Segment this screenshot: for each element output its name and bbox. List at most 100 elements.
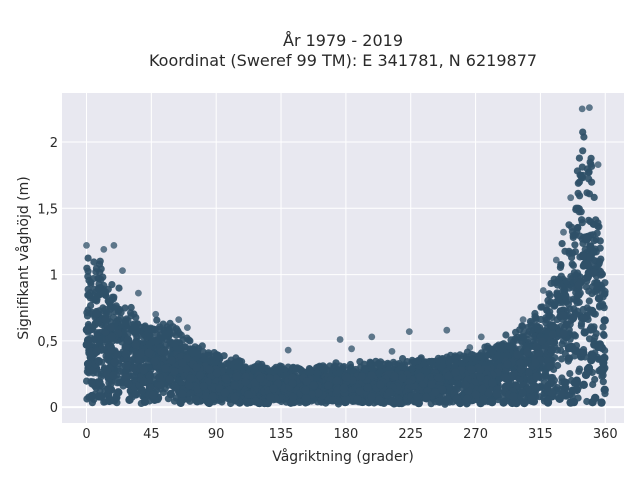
scatter-point <box>152 310 160 318</box>
scatter-point <box>140 397 150 406</box>
scatter-point <box>579 147 587 155</box>
scatter-point <box>478 384 487 394</box>
scatter-point <box>594 294 604 303</box>
scatter-point <box>112 350 122 359</box>
y-tick-label: 1,5 <box>37 202 58 217</box>
scatter-point <box>478 353 486 361</box>
scatter-point <box>208 356 216 364</box>
scatter-point <box>181 364 191 374</box>
scatter-point <box>547 279 555 287</box>
scatter-point <box>360 360 368 368</box>
scatter-point <box>405 328 413 335</box>
scatter-point <box>191 395 201 405</box>
scatter-point <box>159 320 167 328</box>
scatter-point <box>578 251 587 261</box>
scatter-point <box>523 347 532 357</box>
scatter-point <box>557 346 565 355</box>
scatter-point <box>488 378 497 388</box>
scatter-point <box>573 167 582 175</box>
scatter-point <box>238 358 246 366</box>
scatter-point <box>545 290 553 298</box>
scatter-point <box>507 336 515 344</box>
scatter-point <box>557 261 565 269</box>
scatter-point <box>302 377 312 386</box>
scatter-point <box>594 342 603 352</box>
scatter-point <box>127 312 135 320</box>
scatter-point <box>123 335 133 345</box>
scatter-point <box>137 386 147 395</box>
scatter-point <box>387 396 397 406</box>
scatter-point <box>585 216 593 224</box>
scatter-point <box>130 320 138 328</box>
scatter-point <box>205 365 214 374</box>
scatter-point <box>394 398 404 408</box>
scatter-point <box>560 228 567 236</box>
scatter-point <box>143 333 151 341</box>
scatter-point <box>500 373 510 382</box>
scatter-point <box>553 316 561 324</box>
scatter-point <box>339 383 349 393</box>
scatter-point <box>232 372 241 382</box>
scatter-point <box>139 365 148 375</box>
scatter-point <box>110 396 119 405</box>
scatter-point <box>375 369 383 377</box>
scatter-point <box>416 372 425 382</box>
scatter-point <box>567 194 575 202</box>
scatter-point <box>159 333 167 341</box>
x-tick-label: 315 <box>528 427 553 442</box>
scatter-point <box>113 365 121 373</box>
scatter-point <box>301 386 310 395</box>
scatter-point <box>398 373 407 383</box>
scatter-point <box>145 383 155 392</box>
scatter-point <box>566 398 575 407</box>
scatter-point <box>83 264 91 272</box>
scatter-point <box>94 274 102 282</box>
scatter-point <box>565 221 573 229</box>
scatter-point <box>588 162 596 170</box>
scatter-points <box>82 104 609 408</box>
scatter-point <box>84 254 92 262</box>
scatter-point <box>131 340 140 349</box>
scatter-point <box>593 279 601 287</box>
scatter-point <box>201 392 211 401</box>
scatter-point <box>471 390 481 399</box>
scatter-point <box>111 308 119 316</box>
scatter-point <box>82 340 92 349</box>
scatter-point <box>306 365 314 373</box>
scatter-point <box>577 322 585 330</box>
scatter-point <box>220 352 228 360</box>
scatter-point <box>570 378 580 388</box>
scatter-point <box>236 363 244 371</box>
scatter-point <box>292 364 300 372</box>
scatter-point <box>537 337 546 346</box>
scatter-point <box>531 382 540 392</box>
scatter-point <box>558 389 567 399</box>
scatter-point <box>342 373 351 382</box>
scatter-point <box>165 375 174 384</box>
scatter-point <box>571 248 580 256</box>
scatter-point <box>357 372 367 381</box>
scatter-point <box>589 268 598 277</box>
scatter-point <box>131 390 141 399</box>
scatter-point <box>332 376 341 386</box>
scatter-point <box>355 387 365 396</box>
scatter-point <box>591 375 599 384</box>
scatter-point <box>184 324 191 331</box>
scatter-point <box>175 329 183 337</box>
scatter-point <box>195 371 205 380</box>
scatter-point <box>149 326 157 334</box>
scatter-point <box>90 258 98 266</box>
y-tick-label: 1 <box>50 269 58 284</box>
scatter-point <box>184 381 194 390</box>
scatter-point <box>520 398 529 408</box>
scatter-point <box>199 382 208 391</box>
scatter-point <box>171 383 180 392</box>
scatter-point <box>548 330 557 339</box>
scatter-point <box>482 348 490 356</box>
scatter-point <box>578 105 586 113</box>
scatter-point <box>540 389 548 398</box>
scatter-point <box>557 272 565 280</box>
scatter-point <box>575 205 583 213</box>
scatter-point <box>550 302 558 310</box>
scatter-point <box>88 365 97 375</box>
